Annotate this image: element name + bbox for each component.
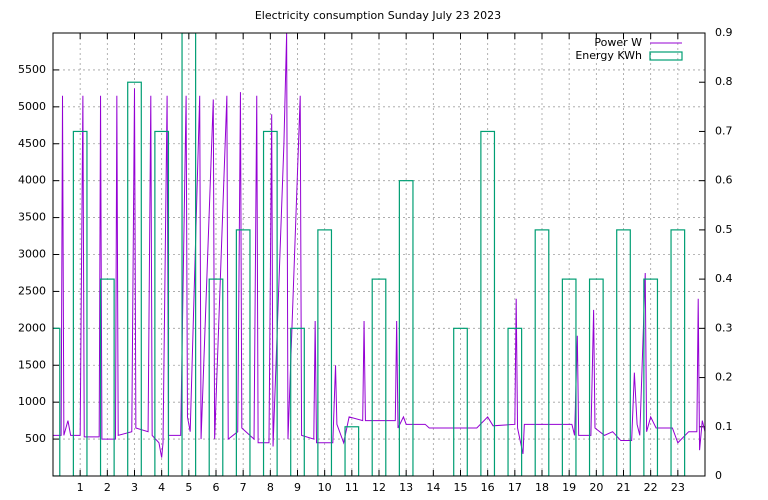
x-tick-label: 2 [104, 481, 111, 494]
y2-tick-label: 0.3 [715, 321, 733, 334]
energy-bar [99, 278, 115, 476]
x-tick-label: 21 [617, 481, 631, 494]
x-tick-label: 20 [589, 481, 603, 494]
y-tick-label: 5500 [18, 63, 46, 76]
x-tick-label: 12 [372, 481, 386, 494]
y-tick-label: 4000 [18, 174, 46, 187]
energy-bar [317, 229, 333, 476]
y2-tick-label: 0.2 [715, 371, 733, 384]
y-tick-label: 1000 [18, 395, 46, 408]
legend-swatch [649, 51, 683, 61]
y2-tick-label: 0.6 [715, 174, 733, 187]
energy-bar [371, 278, 387, 476]
energy-bar [616, 229, 631, 476]
y-tick-label: 500 [25, 432, 46, 445]
y2-tick-label: 0 [715, 469, 722, 482]
y2-tick-label: 0.8 [715, 75, 733, 88]
x-tick-label: 18 [535, 481, 549, 494]
energy-bar [507, 327, 523, 476]
y2-tick-label: 0.5 [715, 223, 733, 236]
x-tick-label: 8 [267, 481, 274, 494]
x-tick-label: 14 [426, 481, 440, 494]
x-tick-label: 13 [399, 481, 413, 494]
x-tick-label: 9 [294, 481, 301, 494]
y-tick-label: 4500 [18, 137, 46, 150]
energy-bar [561, 278, 577, 476]
y-tick-label: 3500 [18, 211, 46, 224]
x-tick-label: 17 [508, 481, 522, 494]
x-tick-label: 23 [671, 481, 685, 494]
x-tick-label: 4 [158, 481, 165, 494]
chart-title: Electricity consumption Sunday July 23 2… [255, 9, 501, 22]
x-tick-label: 7 [240, 481, 247, 494]
energy-bar [670, 229, 686, 476]
x-tick-label: 6 [213, 481, 220, 494]
energy-bar [398, 180, 414, 476]
legend-label: Power W [594, 36, 642, 49]
x-tick-label: 3 [131, 481, 138, 494]
y2-tick-label: 0.1 [715, 420, 733, 433]
energy-bar [235, 229, 251, 476]
x-tick-label: 10 [318, 481, 332, 494]
power-line [53, 33, 705, 458]
energy-bar [534, 229, 550, 476]
y-tick-label: 2000 [18, 321, 46, 334]
x-tick-label: 15 [454, 481, 468, 494]
energy-bar [453, 327, 468, 476]
x-tick-label: 19 [562, 481, 576, 494]
x-tick-label: 5 [185, 481, 192, 494]
x-tick-label: 16 [481, 481, 495, 494]
x-tick-label: 22 [644, 481, 658, 494]
y2-tick-label: 0.4 [715, 272, 733, 285]
energy-bar [643, 278, 659, 476]
y-tick-label: 5000 [18, 100, 46, 113]
energy-bar [53, 327, 61, 476]
energy-bar [208, 278, 224, 476]
plot-border [52, 32, 706, 477]
x-tick-label: 1 [77, 481, 84, 494]
energy-bar [290, 327, 305, 476]
y-tick-label: 1500 [18, 358, 46, 371]
x-tick-label: 11 [345, 481, 359, 494]
y-tick-label: 3000 [18, 248, 46, 261]
energy-bar [588, 278, 604, 476]
y-tick-label: 2500 [18, 284, 46, 297]
y2-tick-label: 0.9 [715, 26, 733, 39]
y2-tick-label: 0.7 [715, 124, 733, 137]
legend-label: Energy KWh [575, 49, 642, 62]
energy-bar [181, 33, 197, 476]
